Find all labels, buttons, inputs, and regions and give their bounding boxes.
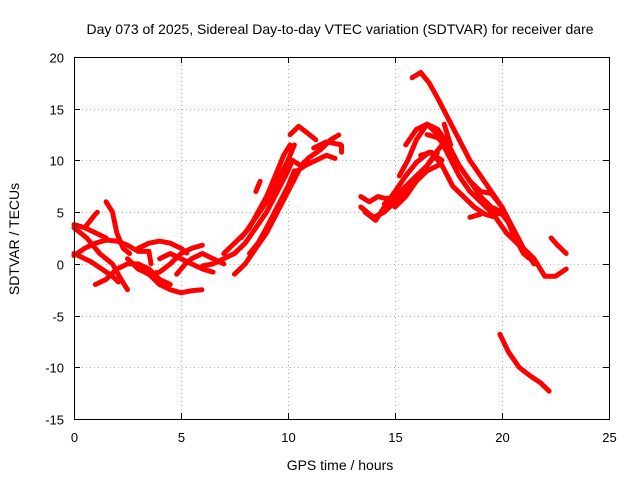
series-arc-arc-ah: [467, 211, 484, 220]
series-arc-arc-p: [238, 142, 293, 241]
y-tick-label: -15: [45, 413, 64, 428]
x-axis-label: GPS time / hours: [287, 457, 394, 473]
y-tick-label: -5: [52, 310, 64, 325]
data-series: [71, 70, 569, 394]
series-arc-arc-d: [71, 222, 109, 241]
series-arc-arc-b: [71, 237, 154, 267]
y-tick-label: 5: [57, 206, 64, 221]
x-tick-label: 0: [71, 430, 78, 445]
series-arc-arc-af: [409, 70, 569, 279]
series-arc-arc-l: [174, 251, 227, 277]
series-arc-arc-r: [253, 178, 263, 194]
series-arc-arc-aj: [497, 331, 552, 394]
grid: [74, 57, 609, 419]
series-arc-arc-v: [311, 139, 344, 155]
series-arc-arc-aa: [392, 137, 449, 210]
series-arc-arc-m: [199, 157, 295, 269]
y-tick-label: 0: [57, 258, 64, 273]
series-arc-arc-j: [146, 271, 205, 296]
series-arc-arc-i: [135, 238, 190, 256]
series-arc-arc-u: [291, 152, 338, 176]
x-tick-label: 25: [602, 430, 616, 445]
x-tick-label: 10: [281, 430, 295, 445]
series-arc-arc-s: [287, 123, 319, 143]
series-arc-arc-c: [82, 209, 100, 231]
y-tick-label: 15: [50, 103, 64, 118]
x-tick-label: 20: [495, 430, 509, 445]
plot-frame: [74, 57, 610, 420]
series-arc-arc-ad: [418, 149, 531, 256]
x-tick-label: 5: [178, 430, 185, 445]
y-axis-label: SDTVAR / TECUs: [6, 183, 22, 295]
x-tick-label: 15: [388, 430, 402, 445]
series-arc-arc-t: [289, 132, 342, 169]
series-arc-arc-h: [125, 242, 205, 277]
series-arc-arc-e: [71, 251, 122, 285]
y-tick-label: 20: [50, 51, 64, 66]
series-arc-arc-ai: [548, 235, 569, 256]
y-tick-label: -10: [45, 361, 64, 376]
series-arc-arc-ag: [441, 121, 454, 148]
series-arc-arc-f: [103, 199, 133, 256]
series-arc-arc-q: [247, 168, 297, 256]
y-tick-label: 10: [50, 154, 64, 169]
chart-title: Day 073 of 2025, Sidereal Day-to-day VTE…: [86, 21, 593, 37]
series-arc-arc-a: [71, 225, 130, 293]
